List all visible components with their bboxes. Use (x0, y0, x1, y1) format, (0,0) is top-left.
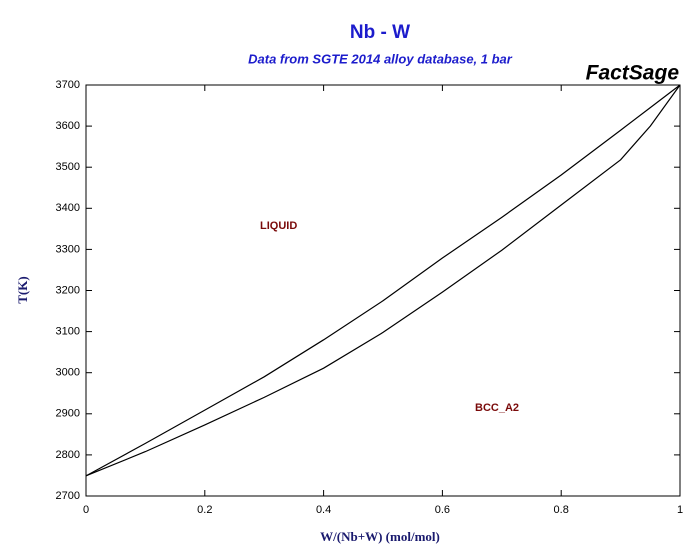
x-tick-label: 0.2 (197, 504, 212, 516)
plot-frame (85, 84, 681, 497)
y-tick-label: 2700 (56, 490, 80, 502)
y-tick-label: 2800 (56, 449, 80, 461)
x-axis-label: W/(Nb+W) (mol/mol) (320, 529, 440, 544)
y-axis-label: T(K) (15, 276, 30, 303)
y-tick-label: 3100 (56, 326, 80, 338)
x-tick-label: 0.6 (435, 504, 450, 516)
y-tick-label: 3700 (56, 79, 80, 91)
region-label: LIQUID (260, 220, 297, 232)
x-tick-label: 0.4 (316, 504, 331, 516)
x-tick-label: 0.8 (554, 504, 569, 516)
y-tick-label: 3500 (56, 161, 80, 173)
watermark: FactSage (586, 62, 680, 85)
y-tick-label: 3400 (56, 202, 80, 214)
y-tick-label: 3000 (56, 367, 80, 379)
x-tick-label: 1 (677, 504, 683, 516)
phase-boundary (85, 84, 681, 477)
x-tick-label: 0 (83, 504, 89, 516)
y-tick-label: 2900 (56, 408, 80, 420)
chart-title: Nb - W (350, 22, 410, 43)
y-tick-label: 3200 (56, 284, 80, 296)
region-label: BCC_A2 (475, 402, 519, 414)
phase-boundary (85, 84, 681, 477)
y-tick-label: 3300 (56, 243, 80, 255)
y-tick-label: 3600 (56, 120, 80, 132)
chart-subtitle: Data from SGTE 2014 alloy database, 1 ba… (248, 51, 513, 66)
